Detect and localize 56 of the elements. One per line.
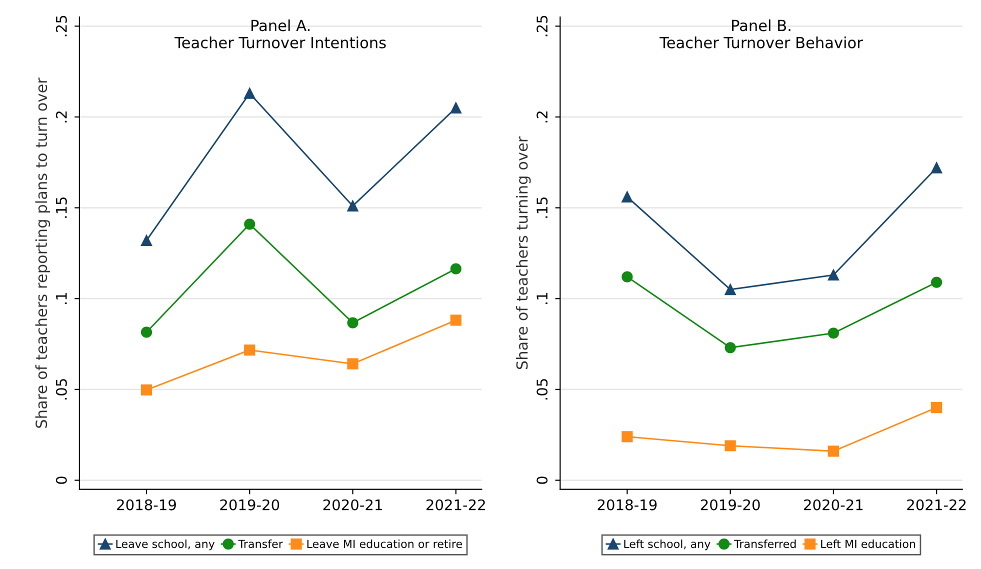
chart-title: Panel B. bbox=[732, 19, 790, 32]
point bbox=[828, 269, 840, 281]
chart-title: Panel A. bbox=[252, 19, 310, 32]
point bbox=[622, 271, 633, 282]
y-tick-label: .25 bbox=[56, 16, 67, 36]
point bbox=[347, 317, 358, 328]
point bbox=[724, 284, 736, 296]
legend-label: Left school, any bbox=[624, 539, 710, 550]
x-tick-label: 2019-20 bbox=[220, 499, 280, 510]
y-tick-label: .2 bbox=[56, 111, 67, 122]
point bbox=[140, 384, 152, 396]
point bbox=[140, 326, 152, 338]
point bbox=[828, 328, 840, 339]
x-tick-label: 2018-19 bbox=[117, 499, 176, 510]
point bbox=[450, 102, 462, 114]
y-tick-label: .2 bbox=[536, 111, 548, 122]
y-axis-title: Share of teachers reporting plans to turn over bbox=[35, 78, 50, 428]
y-axis-title: Share of teachers turning over bbox=[516, 136, 531, 370]
legend-label: Leave MI education or retire bbox=[307, 539, 462, 548]
point bbox=[347, 358, 358, 370]
point bbox=[931, 276, 942, 288]
point bbox=[347, 200, 358, 212]
y-tick-label: .15 bbox=[536, 197, 548, 218]
point bbox=[724, 342, 736, 354]
point bbox=[244, 218, 256, 230]
y-tick-label: 0 bbox=[56, 476, 67, 484]
legend-label: Transferred bbox=[734, 539, 796, 548]
point bbox=[931, 162, 942, 174]
point bbox=[244, 88, 256, 99]
legend-label: Transfer bbox=[238, 539, 283, 548]
point bbox=[622, 191, 633, 202]
legend-label: Leave school, any bbox=[116, 539, 215, 550]
point bbox=[931, 402, 942, 414]
point bbox=[450, 314, 462, 326]
x-tick-label: 2021-22 bbox=[907, 499, 966, 510]
point bbox=[450, 263, 462, 274]
x-tick-label: 2019-20 bbox=[700, 499, 760, 510]
point bbox=[244, 344, 256, 356]
point bbox=[140, 234, 152, 246]
x-tick-label: 2018-19 bbox=[598, 499, 657, 510]
y-tick-label: .15 bbox=[56, 197, 67, 218]
y-tick-label: .1 bbox=[536, 293, 548, 304]
y-tick-label: .1 bbox=[56, 293, 67, 304]
text: Teacher Turnover Behavior bbox=[660, 36, 863, 48]
y-tick-label: .05 bbox=[56, 379, 67, 400]
text: Teacher Turnover Intentions bbox=[174, 36, 386, 48]
legend-label: Left MI education bbox=[821, 539, 916, 548]
y-tick-label: 0 bbox=[536, 476, 548, 484]
point bbox=[622, 431, 633, 442]
x-tick-label: 2020-21 bbox=[804, 499, 863, 510]
y-tick-label: .25 bbox=[536, 16, 548, 36]
x-tick-label: 2020-21 bbox=[323, 499, 382, 510]
point bbox=[828, 446, 840, 457]
y-tick-label: .05 bbox=[536, 379, 548, 400]
x-tick-label: 2021-22 bbox=[426, 499, 485, 510]
point bbox=[724, 440, 736, 452]
